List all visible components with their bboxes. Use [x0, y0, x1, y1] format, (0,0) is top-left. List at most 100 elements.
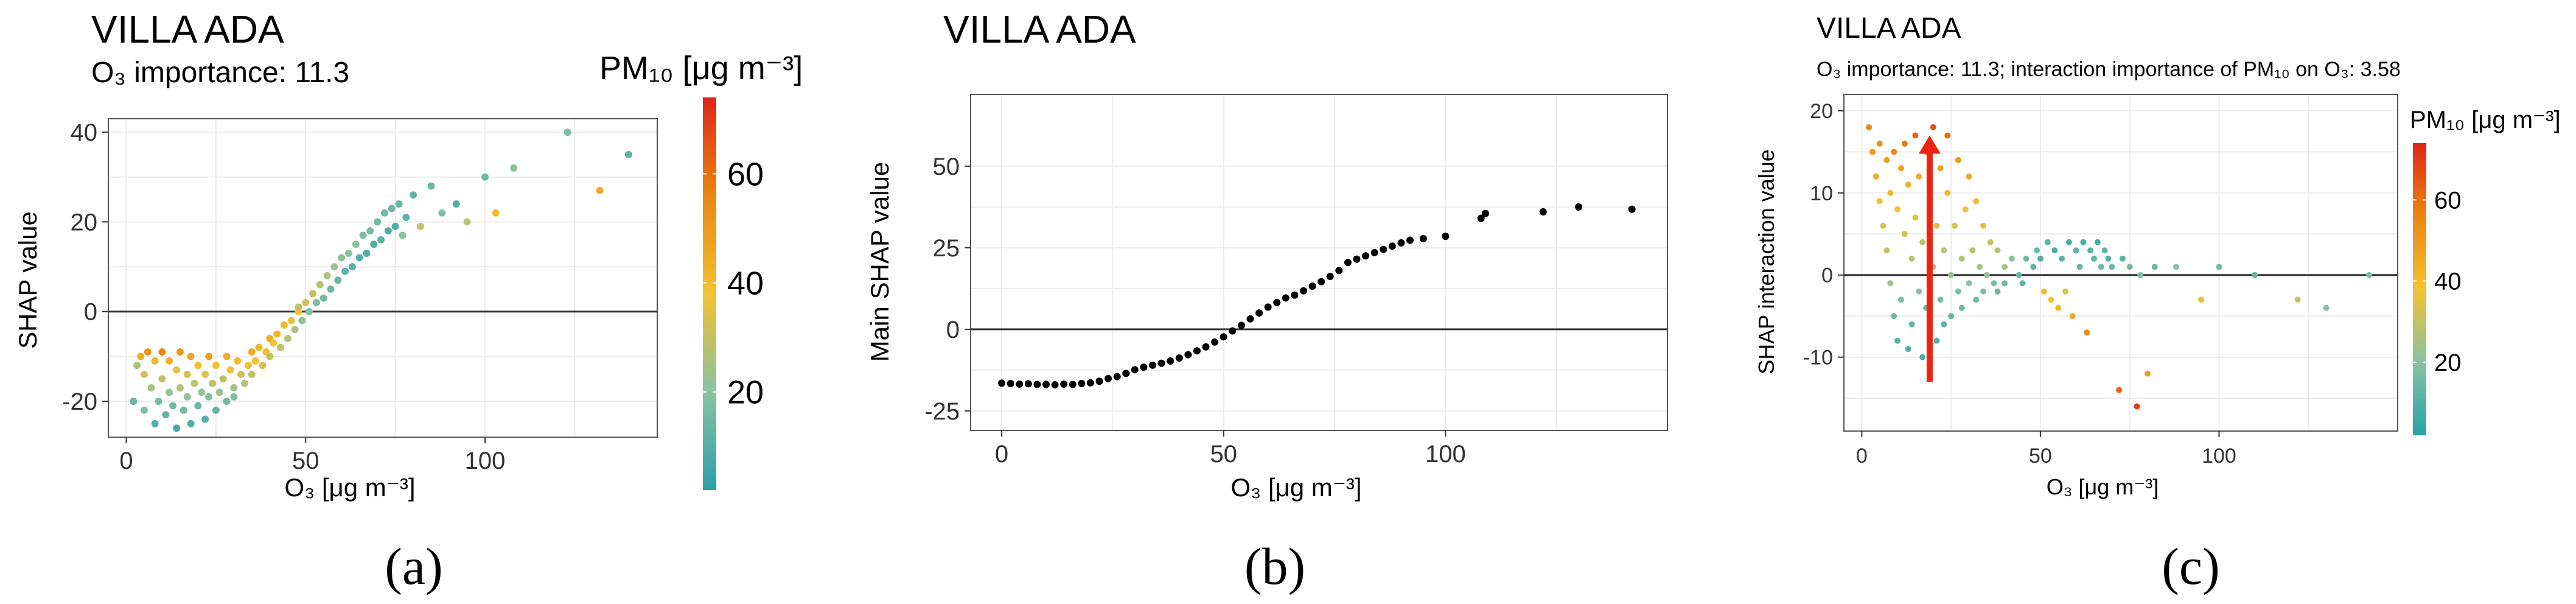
panel-a: VILLA ADA O₃ importance: 11.3 0 50 100 -20 0 20… — [0, 0, 828, 604]
data-point — [1905, 181, 1911, 188]
data-point — [1887, 280, 1894, 287]
data-point — [2109, 264, 2115, 270]
data-point — [1318, 278, 1325, 286]
data-point — [151, 420, 159, 427]
data-point — [230, 384, 238, 392]
data-point — [355, 254, 363, 262]
data-point — [1994, 288, 2001, 295]
grid — [108, 119, 657, 437]
data-point — [1370, 248, 1378, 256]
data-point — [2294, 297, 2301, 303]
colorbar-title: PM₁₀ [μg m⁻³] — [599, 50, 803, 86]
data-point — [2030, 264, 2037, 270]
data-point — [1419, 234, 1427, 242]
data-point — [1876, 198, 1883, 205]
y-tick-label: 25 — [933, 235, 960, 262]
data-point — [212, 362, 220, 370]
data-point — [1894, 337, 1901, 344]
data-point — [230, 393, 238, 401]
data-point — [998, 379, 1006, 387]
data-point — [183, 393, 191, 401]
data-point — [1883, 247, 1890, 254]
data-point — [624, 150, 632, 158]
plot-frame — [108, 118, 658, 438]
data-point — [316, 281, 324, 289]
data-point — [1948, 272, 1955, 278]
data-point — [226, 366, 234, 374]
data-point — [1095, 378, 1103, 385]
data-point — [173, 366, 181, 374]
data-point — [352, 241, 360, 248]
chart-subtitle: O₃ importance: 11.3; interaction importa… — [1817, 58, 2401, 81]
data-point — [1869, 149, 1876, 155]
y-axis-label: Main SHAP value — [865, 162, 894, 362]
data-point — [2116, 387, 2123, 393]
data-point — [219, 375, 227, 383]
chart-title: VILLA ADA — [1817, 12, 1961, 44]
data-point — [1955, 288, 1961, 295]
chart-c: VILLA ADA O₃ importance: 11.3; interactio… — [1754, 12, 2561, 499]
data-point — [298, 317, 306, 325]
colorbar-tick-label: 20 — [2434, 349, 2462, 376]
data-point — [1897, 165, 1904, 172]
data-point — [1958, 304, 1965, 311]
data-point — [319, 294, 327, 302]
data-point — [1069, 381, 1077, 388]
data-point — [2119, 255, 2126, 262]
data-point — [1933, 337, 1940, 344]
data-point — [1033, 381, 1041, 388]
data-point — [158, 348, 166, 356]
colorbar-tick-label: 20 — [727, 374, 764, 411]
data-point — [1273, 298, 1281, 306]
data-point — [1937, 165, 1944, 172]
data-point — [1933, 222, 1940, 229]
data-point — [1042, 381, 1050, 388]
data-point — [1891, 313, 1897, 320]
data-point — [1944, 132, 1951, 139]
colorbar-tick-label: 40 — [727, 265, 764, 301]
colorbar-tick-label: 40 — [2434, 269, 2462, 295]
data-point — [1122, 370, 1130, 378]
data-point — [147, 384, 155, 392]
points — [998, 203, 1636, 388]
data-point — [323, 272, 331, 279]
data-point — [1308, 283, 1316, 290]
data-point — [395, 200, 403, 208]
data-point — [2145, 370, 2151, 377]
data-point — [1866, 124, 1873, 130]
data-point — [1255, 309, 1263, 317]
points — [1866, 124, 2373, 410]
data-point — [273, 330, 281, 338]
data-point — [374, 218, 382, 226]
data-point — [2216, 264, 2222, 270]
data-point — [259, 362, 267, 370]
y-tick-label: 10 — [1810, 182, 1833, 205]
data-point — [2151, 264, 2158, 270]
data-point — [380, 209, 388, 217]
data-point — [2198, 297, 2205, 303]
data-point — [1916, 288, 1922, 295]
data-point — [1876, 140, 1883, 147]
data-point — [1481, 209, 1489, 217]
data-point — [402, 214, 410, 222]
data-point — [1962, 206, 1969, 212]
data-point — [205, 353, 213, 360]
data-point — [1016, 380, 1024, 388]
data-point — [1220, 333, 1227, 341]
y-tick-label: 0 — [84, 299, 97, 326]
data-point — [2134, 403, 2140, 410]
data-point — [2069, 313, 2076, 320]
data-point — [2252, 272, 2258, 278]
colorbar — [2413, 143, 2426, 435]
data-point — [1919, 239, 1926, 245]
caption-c: (c) — [2162, 537, 2220, 595]
data-point — [2173, 264, 2179, 270]
data-point — [1157, 359, 1165, 367]
data-point — [391, 222, 399, 230]
data-point — [241, 379, 249, 387]
data-point — [2101, 247, 2108, 254]
data-point — [1353, 255, 1361, 263]
y-tick-label: 20 — [1810, 100, 1833, 123]
data-point — [1184, 351, 1192, 359]
y-tick-label: 40 — [71, 119, 98, 146]
